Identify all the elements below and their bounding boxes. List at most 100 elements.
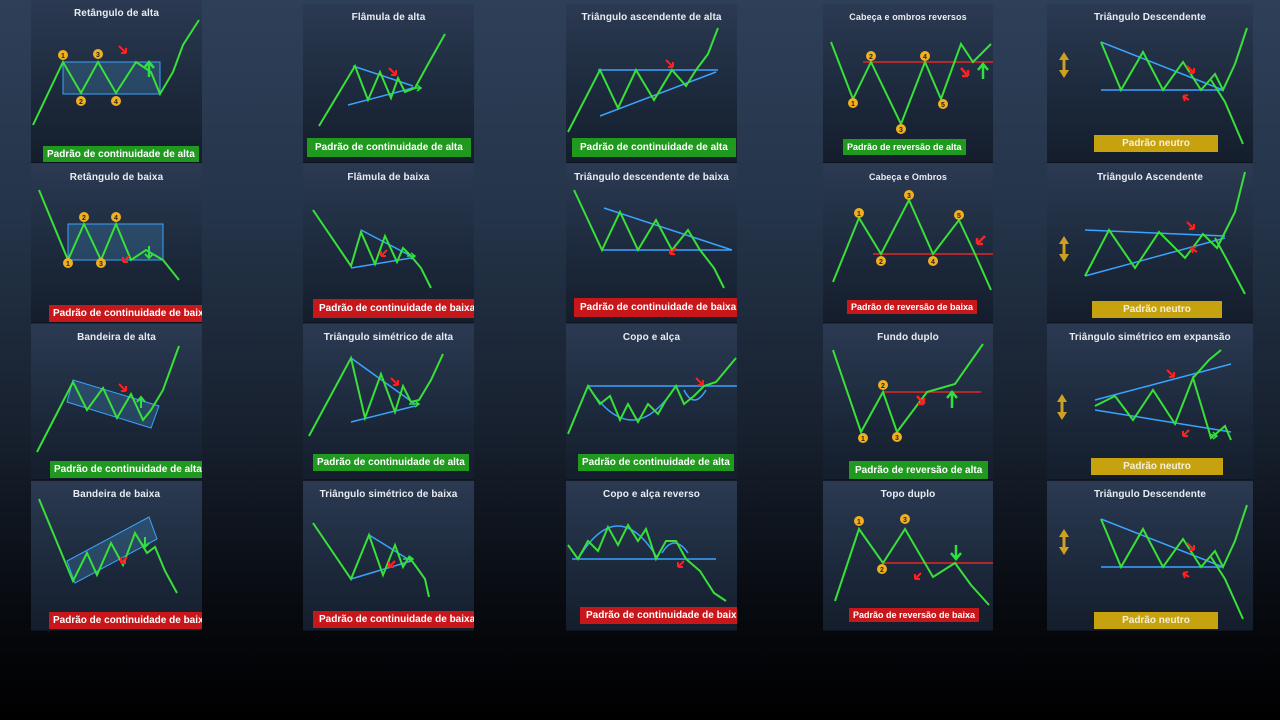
- marker-badge: 4: [928, 256, 938, 266]
- red-arrow-icon: [1182, 571, 1190, 579]
- pattern-diagram: [567, 522, 727, 602]
- svg-text:3: 3: [907, 193, 911, 200]
- pattern-card-bullish-pennant: Flâmula de alta Padrão de continuidade d…: [303, 4, 474, 163]
- red-arrow-icon: [380, 249, 388, 257]
- svg-text:2: 2: [79, 99, 83, 106]
- pattern-diagram: 2 4 1 5 3: [830, 41, 993, 134]
- pattern-diagram: [36, 345, 180, 453]
- svg-text:1: 1: [861, 436, 865, 443]
- pattern-card-bull-flag: Bandeira de alta Padrão de continuidade …: [31, 324, 202, 480]
- pattern-title: Fundo duplo: [877, 332, 939, 343]
- pattern-card-expanding-symmetric-triangle: Triângulo simétrico em expansão Padrão n…: [1047, 324, 1253, 480]
- marker-badge: 1: [848, 98, 858, 108]
- green-arrow-up-icon: [143, 60, 155, 77]
- pattern-card-double-top: Topo duplo 1 3 2 Padrão de reversão de b…: [823, 481, 993, 631]
- red-arrow-icon: [118, 45, 127, 54]
- pattern-card-ascending-triangle-neutral: Triângulo Ascendente Padrão neutro: [1047, 164, 1253, 323]
- marker-badge: 1: [63, 258, 73, 268]
- pattern-title: Triângulo simétrico em expansão: [1069, 332, 1231, 343]
- marker-badge: 2: [79, 212, 89, 222]
- pattern-title: Triângulo simétrico de alta: [323, 332, 454, 343]
- pattern-card-double-bottom: Fundo duplo 2 1 3 Padrão de reversão de …: [823, 324, 993, 480]
- svg-text:1: 1: [857, 211, 861, 218]
- marker-badge: 5: [938, 99, 948, 109]
- svg-text:3: 3: [96, 52, 100, 59]
- pattern-title: Triângulo ascendente de alta: [581, 12, 722, 23]
- pattern-title: Bandeira de baixa: [72, 489, 161, 500]
- svg-text:3: 3: [99, 261, 103, 268]
- pattern-label: Padrão de continuidade de alta: [50, 461, 202, 478]
- marker-badge: 3: [96, 258, 106, 268]
- marker-badge: 2: [876, 256, 886, 266]
- marker-badge: 3: [900, 514, 910, 524]
- pattern-card-cup-handle: Copo e alça Padrão de continuidade de al…: [566, 324, 737, 480]
- pattern-diagram: [1057, 349, 1232, 441]
- pattern-title: Copo e alça: [622, 332, 681, 343]
- pattern-title: Flâmula de alta: [351, 12, 426, 23]
- red-arrow-icon: [1186, 65, 1195, 74]
- red-arrow-icon: [1186, 542, 1195, 551]
- green-arrow-icon: [1208, 431, 1219, 440]
- pattern-label: Padrão de continuidade de alta: [43, 146, 199, 162]
- pattern-label: Padrão de reversão de baixa: [847, 300, 978, 314]
- pattern-diagram: 1 3 2 4: [32, 19, 200, 126]
- svg-text:2: 2: [879, 259, 883, 266]
- svg-text:1: 1: [61, 53, 65, 60]
- svg-text:2: 2: [881, 383, 885, 390]
- pattern-diagram: 1 3 2: [834, 514, 993, 606]
- pattern-diagram: [573, 189, 733, 289]
- red-arrow-icon: [916, 395, 926, 406]
- red-arrow-icon: [388, 560, 396, 568]
- pattern-label: Padrão de continuidade de baixa: [313, 299, 474, 318]
- pattern-label: Padrão de continuidade de alta: [572, 138, 736, 157]
- neutral-arrow-icon: [1059, 52, 1069, 78]
- marker-badge: 4: [111, 212, 121, 222]
- svg-text:2: 2: [880, 567, 884, 574]
- pattern-card-bearish-descending-triangle: Triângulo descendente de baixa Padrão de…: [566, 164, 737, 323]
- pattern-card-bearish-pennant: Flâmula de baixa Padrão de continuidade …: [303, 164, 474, 323]
- red-arrow-icon: [1186, 221, 1195, 230]
- pattern-label: Padrão de continuidade de baixa: [580, 607, 737, 624]
- pattern-diagram: 2 1 3: [832, 343, 984, 443]
- marker-badge: 3: [904, 190, 914, 200]
- red-arrow-icon: [388, 67, 397, 76]
- neutral-arrow-icon: [1059, 529, 1069, 555]
- pattern-label: Padrão de continuidade de baixa: [574, 298, 737, 317]
- pattern-title: Triângulo Ascendente: [1096, 172, 1204, 183]
- red-arrow-icon: [1182, 429, 1190, 437]
- pattern-diagram: 2 4 1 3: [38, 189, 180, 281]
- green-arrow-icon: [409, 400, 421, 408]
- pattern-diagram: [38, 498, 178, 594]
- marker-badge: 3: [896, 124, 906, 134]
- pattern-title: Cabeça e Ombros: [868, 172, 948, 182]
- marker-badge: 1: [858, 433, 868, 443]
- pattern-diagram: [1059, 171, 1246, 295]
- red-arrow-icon: [122, 255, 130, 263]
- svg-text:2: 2: [82, 215, 86, 222]
- green-arrow-down-icon: [950, 545, 962, 561]
- marker-badge: 2: [866, 51, 876, 61]
- red-arrow-icon: [669, 247, 677, 255]
- pattern-diagram: [567, 27, 719, 133]
- pattern-card-inverse-head-shoulders: Cabeça e ombros reversos 2 4 1 5 3 Padrã…: [823, 4, 993, 163]
- marker-badge: 2: [878, 380, 888, 390]
- pattern-label: Padrão de continuidade de alta: [578, 454, 734, 471]
- pattern-title: Triângulo descendente de baixa: [574, 172, 729, 183]
- pattern-title: Flâmula de baixa: [347, 172, 430, 183]
- svg-text:1: 1: [857, 519, 861, 526]
- pattern-label: Padrão de reversão de baixa: [849, 608, 980, 622]
- pattern-title: Triângulo Descendente: [1093, 12, 1207, 23]
- svg-text:4: 4: [114, 215, 118, 222]
- marker-badge: 4: [111, 96, 121, 106]
- red-arrow-icon: [1166, 369, 1175, 378]
- svg-text:1: 1: [66, 261, 70, 268]
- red-arrow-icon: [975, 235, 986, 246]
- pattern-diagram: [567, 357, 737, 435]
- red-arrow-icon: [120, 556, 128, 564]
- neutral-arrow-icon: [1059, 236, 1069, 262]
- green-arrow-icon: [411, 84, 423, 92]
- pattern-diagram: [1059, 504, 1248, 620]
- red-arrow-icon: [914, 572, 922, 580]
- green-arrow-up-icon: [946, 390, 958, 408]
- svg-text:3: 3: [895, 435, 899, 442]
